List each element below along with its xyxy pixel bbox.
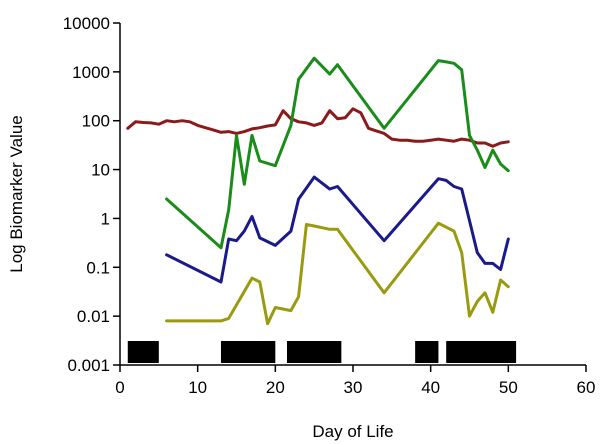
x-tick-label: 20 <box>266 378 285 397</box>
x-tick-label: 60 <box>577 378 596 397</box>
y-tick-label: 0.001 <box>67 356 110 375</box>
y-tick-label: 10 <box>91 161 110 180</box>
series-line-1 <box>126 107 510 148</box>
y-tick-label: 1000 <box>72 63 110 82</box>
x-tick-label: 10 <box>188 378 207 397</box>
period-bar-5 <box>446 341 517 363</box>
series-line-3 <box>165 175 510 284</box>
x-tick-label: 50 <box>499 378 518 397</box>
x-ticks: 0 10 20 30 40 50 60 <box>115 365 595 397</box>
period-bar-3 <box>286 341 342 363</box>
bars-layer <box>127 341 517 363</box>
y-tick-label: 100 <box>82 112 110 131</box>
period-bar-4 <box>415 341 439 363</box>
y-ticks: 0.001 0.01 0.1 1 10 100 1000 10000 <box>63 14 120 375</box>
x-tick-label: 0 <box>115 378 124 397</box>
y-tick-label: 0.01 <box>77 307 110 326</box>
x-axis-title: Day of Life <box>312 422 393 441</box>
series-line-2 <box>165 56 510 250</box>
period-bar-2 <box>220 341 276 363</box>
y-tick-label: 0.1 <box>86 258 110 277</box>
plot-area <box>126 56 517 363</box>
series-line-4 <box>165 221 510 326</box>
y-tick-label: 10000 <box>63 14 110 33</box>
series-layer <box>126 56 510 326</box>
y-axis-title: Log Biomarker Value <box>7 115 26 273</box>
period-bar-1 <box>127 341 159 363</box>
x-tick-label: 30 <box>344 378 363 397</box>
x-tick-label: 40 <box>421 378 440 397</box>
y-tick-label: 1 <box>101 209 110 228</box>
